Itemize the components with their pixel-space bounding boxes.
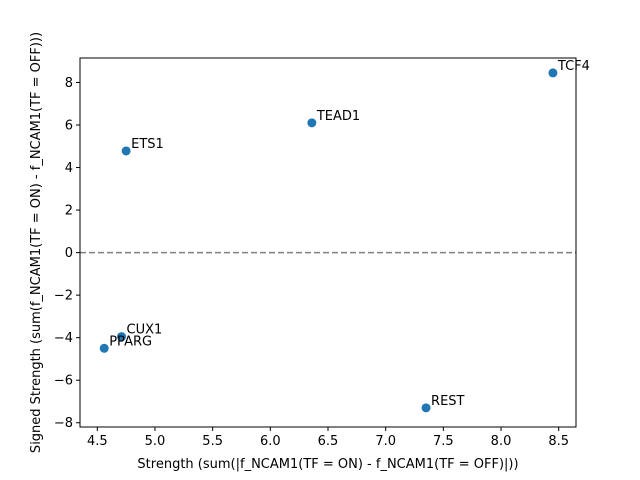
data-point-cux1 (117, 332, 127, 342)
x-tick-label: 5.0 (145, 434, 166, 449)
y-tick-label: 8 (65, 76, 73, 91)
point-label-rest: REST (431, 394, 464, 409)
plot-frame (79, 57, 577, 428)
y-tick-label: −4 (54, 331, 73, 346)
x-tick-label: 4.5 (87, 434, 108, 449)
y-tick-label: −2 (54, 289, 73, 304)
point-label-ets1: ETS1 (131, 137, 164, 152)
y-tick-label: 6 (65, 118, 73, 133)
data-point-ets1 (121, 146, 131, 156)
x-tick-label: 5.5 (202, 434, 223, 449)
point-label-tcf4: TCF4 (557, 59, 590, 74)
y-tick-label: 4 (65, 161, 73, 176)
point-label-cux1: CUX1 (127, 323, 163, 338)
data-point-pparg (99, 343, 109, 353)
y-axis-label: Signed Strength (sum(f_NCAM1(TF = ON) - … (29, 32, 44, 453)
x-tick-label: 8.0 (491, 434, 512, 449)
x-tick-label: 6.5 (318, 434, 339, 449)
data-point-tcf4 (548, 68, 558, 78)
x-tick-label: 6.0 (260, 434, 281, 449)
point-label-tead1: TEAD1 (316, 109, 360, 124)
data-point-rest (421, 403, 431, 413)
y-tick-label: −6 (54, 374, 73, 389)
y-tick-label: 2 (65, 204, 73, 219)
y-axis-ticks: −8 −6 −4 −2 0 2 4 6 8 (54, 76, 80, 431)
plot-area (80, 58, 576, 427)
x-axis-label: Strength (sum(|f_NCAM1(TF = ON) - f_NCAM… (137, 457, 518, 472)
y-tick-label: 0 (65, 246, 73, 261)
y-tick-label: −8 (54, 416, 73, 431)
x-axis-ticks: 4.5 5.0 5.5 6.0 6.5 7.0 7.5 8.0 8.5 (87, 427, 569, 449)
x-tick-label: 7.5 (433, 434, 454, 449)
point-label-pparg: PPARG (109, 334, 152, 349)
x-tick-label: 8.5 (548, 434, 569, 449)
data-point-tead1 (307, 118, 317, 128)
x-tick-label: 7.0 (375, 434, 396, 449)
